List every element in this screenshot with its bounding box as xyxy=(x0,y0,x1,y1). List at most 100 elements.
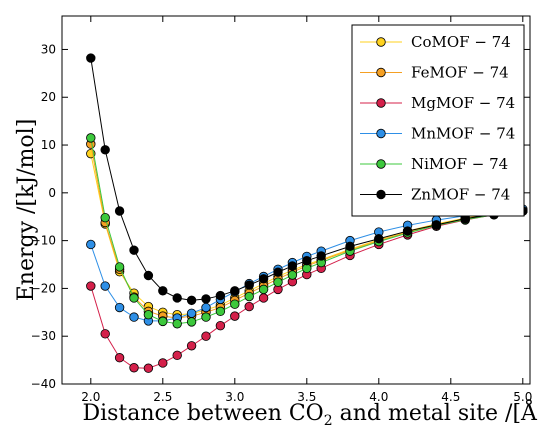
y-tick-label: −20 xyxy=(31,281,56,295)
data-point xyxy=(201,294,211,304)
series-layer xyxy=(86,53,528,373)
data-point xyxy=(100,212,110,223)
series-group xyxy=(86,133,528,329)
legend-label: MgMOF − 74 xyxy=(411,94,515,112)
legend-marker xyxy=(376,159,386,169)
legend-item: CoMOF − 74 xyxy=(360,33,511,51)
legend-marker xyxy=(376,128,386,139)
y-tick-label: −40 xyxy=(31,377,56,391)
legend-label: FeMOF − 74 xyxy=(411,64,509,82)
legend-item: ZnMOF − 74 xyxy=(360,186,510,204)
data-point xyxy=(86,239,96,250)
data-point xyxy=(86,53,96,63)
ticks-layer: 2.0 2.5 3.0 3.5 4.0 4.5 5.0 −40 −30 −20 −10 0 10 20 30 xyxy=(31,16,532,404)
data-point xyxy=(201,312,211,322)
data-point xyxy=(158,358,168,368)
data-point xyxy=(316,251,326,261)
data-point xyxy=(287,270,298,280)
data-point xyxy=(172,319,182,329)
legend-item: MgMOF − 74 xyxy=(360,94,515,112)
data-point xyxy=(230,286,240,296)
x-axis-title: Distance between CO2 and metal site /[Å] xyxy=(82,398,538,429)
series-group xyxy=(86,53,528,306)
legend-marker xyxy=(376,67,386,78)
data-point xyxy=(129,312,139,322)
data-point xyxy=(186,341,197,351)
data-point xyxy=(244,280,254,290)
data-point xyxy=(273,277,283,287)
data-point xyxy=(244,291,254,302)
data-point xyxy=(374,234,384,244)
x-tick-label: 4.0 xyxy=(369,390,388,404)
legend-marker xyxy=(376,98,386,108)
x-tick-label: 2.0 xyxy=(81,390,100,404)
data-point xyxy=(287,261,298,271)
y-tick-label: 20 xyxy=(41,90,56,104)
y-tick-label: −10 xyxy=(31,234,56,248)
x-tick-label: 5.0 xyxy=(513,390,532,404)
legend-marker xyxy=(376,189,386,200)
data-point xyxy=(186,295,197,306)
data-point xyxy=(114,206,125,216)
data-point xyxy=(215,290,226,301)
legend-label: CoMOF − 74 xyxy=(411,33,511,51)
data-point xyxy=(143,270,154,281)
x-tick-label: 3.0 xyxy=(225,390,244,404)
data-point xyxy=(273,267,283,277)
legend-item: NiMOF − 74 xyxy=(360,155,508,173)
data-point xyxy=(86,281,96,291)
plot-frame xyxy=(61,15,531,385)
data-point xyxy=(114,262,125,272)
data-point xyxy=(230,311,240,321)
legend-marker xyxy=(376,37,386,47)
series-line xyxy=(90,57,523,301)
data-point xyxy=(158,286,168,296)
legend-box xyxy=(351,24,525,217)
legend: CoMOF − 74 FeMOF − 74 MgMOF − 74 MnMOF − 74… xyxy=(351,24,525,217)
data-point xyxy=(215,306,226,317)
data-point xyxy=(345,241,355,252)
data-point xyxy=(129,363,139,373)
data-point xyxy=(186,317,197,327)
data-point xyxy=(201,331,211,341)
series-line xyxy=(90,210,523,369)
data-point xyxy=(244,301,254,312)
data-point xyxy=(186,308,197,318)
x-tick-label: 2.5 xyxy=(153,390,172,404)
legend-label: NiMOF − 74 xyxy=(411,155,508,173)
legend-label: MnMOF − 74 xyxy=(411,125,515,143)
legend-label: ZnMOF − 74 xyxy=(411,186,510,204)
y-tick-label: 30 xyxy=(41,42,56,56)
data-point xyxy=(158,316,168,327)
data-point xyxy=(129,293,139,303)
data-point xyxy=(86,133,96,143)
data-point xyxy=(302,255,312,266)
data-point xyxy=(215,320,226,331)
data-point xyxy=(114,302,125,313)
legend-item: FeMOF − 74 xyxy=(360,64,509,82)
data-point xyxy=(258,293,269,303)
data-point xyxy=(100,281,110,291)
data-point xyxy=(172,293,182,303)
data-point xyxy=(172,350,182,361)
data-point xyxy=(100,145,110,155)
y-axis-title: Energy /[kJ/mol] xyxy=(14,119,39,302)
data-point xyxy=(143,310,154,320)
x-tick-label: 4.5 xyxy=(441,390,460,404)
data-point xyxy=(402,226,413,236)
data-point xyxy=(230,299,240,309)
legend-item: MnMOF − 74 xyxy=(360,125,515,143)
data-point xyxy=(143,363,154,373)
data-point xyxy=(100,329,110,339)
data-point xyxy=(201,302,211,313)
x-tick-label: 3.5 xyxy=(297,390,316,404)
data-point xyxy=(431,220,442,230)
y-tick-label: 0 xyxy=(48,186,56,200)
data-point xyxy=(129,245,139,255)
data-point xyxy=(258,284,269,295)
y-tick-label: −30 xyxy=(31,329,56,343)
series-group xyxy=(86,206,528,373)
y-tick-label: 10 xyxy=(41,138,56,152)
data-point xyxy=(114,353,125,363)
